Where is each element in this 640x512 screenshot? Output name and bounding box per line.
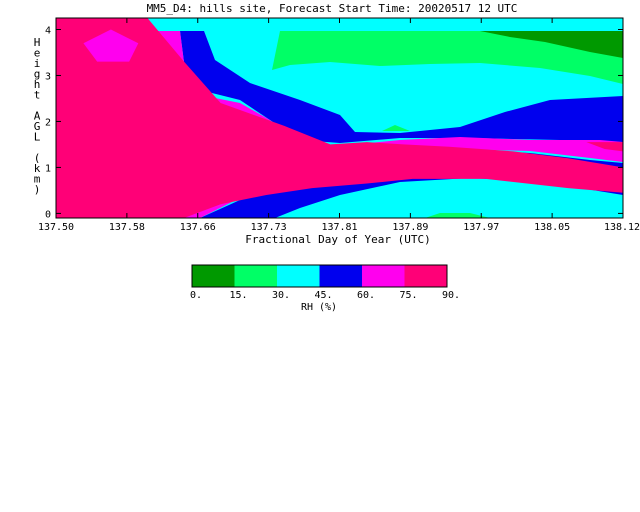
colorbar-tick-label: 45.: [314, 290, 332, 301]
rh-region-15-30-spot: [382, 125, 410, 131]
x-tick-label: 137.66: [180, 222, 216, 233]
colorbar-swatch: [319, 265, 362, 287]
rh-region-75-90: [56, 18, 623, 218]
colorbar-tick-label: 15.: [229, 290, 247, 301]
colorbar-tick-label: 0.: [190, 290, 202, 301]
rh-region-15-30-top: [272, 31, 623, 84]
rh-region-15-30-bottom: [425, 213, 490, 218]
x-tick-label: 137.50: [38, 222, 74, 233]
x-axis-label: Fractional Day of Year (UTC): [245, 233, 430, 246]
colorbar-tick-label: 90.: [442, 290, 460, 301]
colorbar-tick-label: 75.: [399, 290, 417, 301]
colorbar-swatch: [277, 265, 320, 287]
y-tick-label: 3: [45, 71, 51, 82]
x-tick-label: 137.89: [392, 222, 428, 233]
y-axis-ticks: 0 1 2 3 4: [45, 25, 623, 220]
rh-region-0-15-top: [480, 31, 623, 58]
plot-area: 137.50 137.58 137.66 137.73 137.81 137.89 137.…: [38, 17, 640, 233]
x-axis-ticks: 137.50 137.58 137.66 137.73 137.81 137.89 137.…: [38, 18, 640, 233]
rh-region-45-60-upper: [180, 31, 623, 145]
colorbar-label: RH (%): [301, 302, 337, 313]
x-tick-label: 137.81: [321, 222, 357, 233]
y-tick-label: 4: [45, 25, 51, 36]
colorbar-swatch: [362, 265, 405, 287]
colorbar-tick-label: 30.: [272, 290, 290, 301]
colorbar: 0. 15. 30. 45. 60. 75. 90.: [190, 264, 460, 301]
y-tick-label: 1: [45, 163, 51, 174]
x-tick-label: 138.05: [534, 222, 570, 233]
colorbar-swatch: [192, 265, 235, 287]
chart-title: MM5_D4: hills site, Forecast Start Time:…: [147, 2, 518, 15]
x-tick-label: 138.12: [604, 222, 640, 233]
rh-region-60-75: [83, 29, 139, 62]
rh-data-regions: [56, 18, 623, 218]
x-tick-label: 137.58: [109, 222, 145, 233]
x-tick-label: 137.97: [463, 222, 499, 233]
colorbar-swatch: [404, 265, 447, 287]
colorbar-frame: [191, 264, 448, 288]
y-tick-label: 0: [45, 209, 51, 220]
rh-region-75-90-small-: [586, 142, 623, 152]
colorbar-swatch: [234, 265, 277, 287]
colorbar-tick-label: 60.: [357, 290, 375, 301]
y-tick-label: 2: [45, 117, 51, 128]
x-tick-label: 137.73: [251, 222, 287, 233]
